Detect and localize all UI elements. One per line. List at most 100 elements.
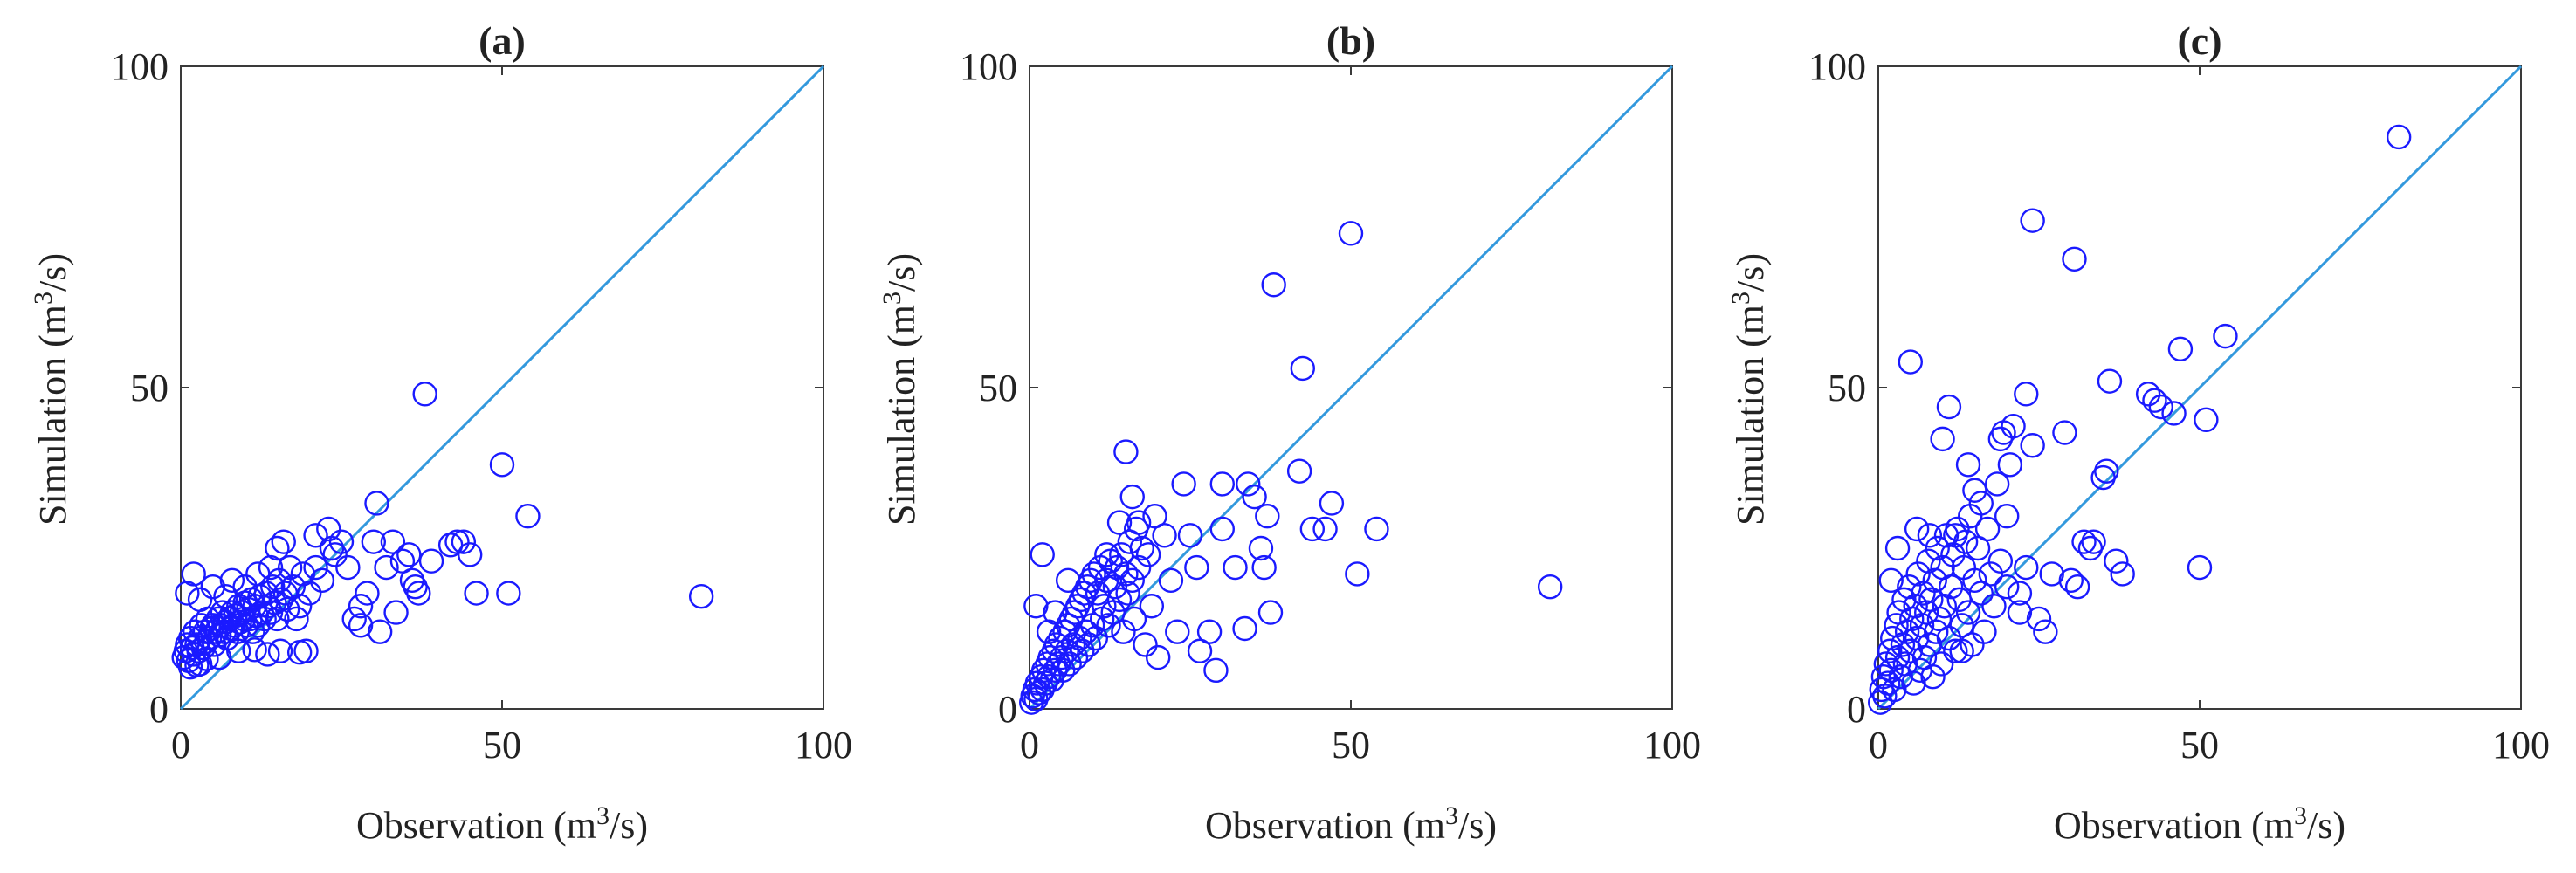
- scatter-point-b: [1121, 606, 1147, 632]
- scatter-point-c: [2142, 388, 2167, 413]
- scatter-point-b: [1203, 657, 1229, 684]
- scatter-point-c: [1955, 452, 1981, 478]
- scatter-point-b: [1133, 632, 1158, 657]
- scatter-point-c: [1997, 452, 2023, 478]
- scatter-point-a: [364, 491, 389, 516]
- scatter-point-a: [303, 523, 328, 548]
- scatter-point-a: [341, 606, 367, 632]
- scatter-point-a: [255, 642, 280, 667]
- scatter-point-c: [1994, 574, 2020, 600]
- reference-line-a: [179, 65, 825, 711]
- scatter-point-b: [1036, 664, 1062, 690]
- scatter-point-a: [688, 584, 714, 609]
- scatter-point-b: [1094, 542, 1119, 567]
- scatter-point-a: [380, 529, 406, 554]
- scatter-point-c: [1936, 625, 1962, 651]
- scatter-point-a: [348, 594, 374, 619]
- scatter-point-b: [1119, 484, 1145, 510]
- scatter-point-c: [2194, 407, 2219, 432]
- scatter-point-b: [1165, 619, 1190, 644]
- scatter-point-c: [2007, 600, 2033, 625]
- scatter-point-a: [245, 613, 271, 638]
- scatter-point-b: [1067, 625, 1092, 651]
- x-tick-label-a: 100: [795, 724, 852, 766]
- scatter-point-a: [184, 652, 210, 678]
- scatter-point-c: [1884, 535, 1911, 561]
- scatter-point-b: [1223, 554, 1248, 581]
- scatter-point-c: [1968, 491, 1994, 516]
- scatter-point-a: [309, 567, 335, 593]
- scatter-point-c: [2026, 606, 2052, 632]
- scatter-point-c: [2094, 458, 2119, 484]
- scatter-point-b: [1145, 644, 1171, 670]
- scatter-point-a: [242, 637, 267, 663]
- y-tick-label-a: 0: [149, 688, 169, 731]
- panel-a: (a) Observation (m3/s) Simulation (m3/s)…: [29, 18, 853, 847]
- scatter-point-a: [187, 587, 213, 613]
- scatter-point-a: [451, 529, 477, 554]
- scatter-point-a: [232, 574, 258, 600]
- scatter-point-b: [1139, 594, 1165, 619]
- scatter-point-b: [1196, 619, 1223, 644]
- scatter-point-b: [1236, 471, 1261, 497]
- reference-line-c: [1877, 65, 2523, 711]
- scatter-point-a: [219, 600, 245, 625]
- scatter-point-b: [1135, 542, 1161, 567]
- scatter-point-c: [1965, 535, 1991, 561]
- scatter-point-c: [2064, 574, 2090, 600]
- scatter-point-b: [1338, 221, 1364, 246]
- scatter-point-b: [1171, 471, 1196, 497]
- scatter-point-c: [1928, 651, 1954, 677]
- scatter-point-b: [1537, 574, 1563, 600]
- scatter-point-b: [1119, 567, 1145, 593]
- y-tick-label-b: 50: [979, 367, 1017, 409]
- scatter-point-c: [1930, 426, 1955, 452]
- scatter-point-a: [290, 561, 316, 587]
- scatter-point-c: [2187, 554, 2213, 581]
- scatter-point-a: [271, 529, 296, 554]
- scatter-point-c: [2071, 529, 2097, 554]
- scatter-point-b: [1286, 458, 1312, 484]
- scatter-point-b: [1060, 632, 1086, 657]
- x-tick-label-c: 50: [2180, 724, 2219, 766]
- scatter-point-a: [284, 606, 309, 632]
- scatter-point-c: [1932, 594, 1958, 619]
- scatter-point-a: [181, 561, 206, 587]
- scatter-point-b: [1242, 484, 1267, 510]
- x-tick-label-a: 0: [171, 724, 190, 766]
- scatter-point-a: [213, 584, 238, 609]
- y-tick-label-b: 0: [998, 688, 1017, 731]
- panel-title-b: (b): [1326, 18, 1375, 63]
- scatter-point-a: [335, 554, 361, 581]
- scatter-point-a: [464, 581, 489, 606]
- y-tick-label-a: 50: [130, 367, 169, 409]
- scatter-point-c: [1922, 567, 1947, 593]
- scatter-point-a: [367, 619, 393, 644]
- scatter-point-c: [1882, 677, 1907, 703]
- x-tick-label-b: 0: [1020, 724, 1039, 766]
- x-tick-label-b: 50: [1332, 724, 1370, 766]
- scatter-point-c: [1901, 670, 1926, 696]
- scatter-point-a: [175, 581, 200, 606]
- scatter-point-c: [1878, 567, 1904, 593]
- x-tick-label-a: 50: [483, 724, 521, 766]
- y-tick-label-c: 50: [1828, 367, 1866, 409]
- scatter-point-b: [1030, 542, 1055, 567]
- scatter-point-a: [496, 581, 521, 606]
- scatter-point-b: [1092, 594, 1117, 619]
- x-axis-label-b: Observation (m3/s): [1205, 801, 1497, 848]
- scatter-point-b: [1184, 554, 1209, 581]
- scatter-point-b: [1115, 581, 1140, 606]
- scatter-point-c: [2167, 336, 2194, 362]
- scatter-point-c: [1994, 504, 2020, 529]
- scatter-point-a: [515, 504, 541, 529]
- scatter-point-c: [2014, 382, 2039, 407]
- scatter-point-a: [361, 529, 386, 554]
- scatter-point-c: [1917, 632, 1943, 657]
- scatter-point-c: [1920, 664, 1946, 690]
- scatter-point-c: [1913, 600, 1939, 625]
- scatter-point-b: [1023, 594, 1049, 619]
- scatter-point-c: [2135, 382, 2161, 407]
- scatter-point-b: [1050, 657, 1076, 684]
